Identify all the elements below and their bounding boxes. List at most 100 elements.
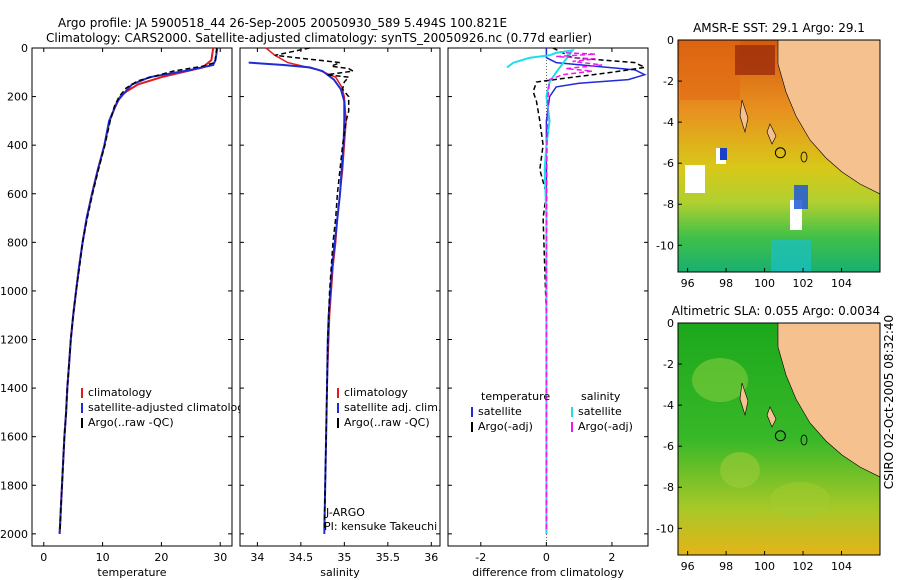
sla-island-2 bbox=[766, 406, 777, 428]
sla_map-lon-label: 104 bbox=[831, 560, 852, 573]
sla_map-lon-label: 102 bbox=[793, 560, 814, 573]
timestamp-stamp: CSIRO 02-Oct-2005 08:32:40 bbox=[882, 315, 896, 489]
salinity-legend-label: climatology bbox=[344, 386, 408, 399]
sla-island bbox=[739, 382, 749, 417]
difference-panel: -2 0 2 difference from climatology temperatu… bbox=[447, 47, 649, 579]
temperature-plot-frame bbox=[31, 47, 233, 547]
sla-island-3 bbox=[800, 434, 808, 446]
sst-map: 96 98 100 102 104 0 -2 -4 -6 -8 -10 AMSR-E SST: 29… bbox=[656, 21, 881, 290]
sla-title: Altimetric SLA: 0.055 Argo: 0.0034 bbox=[672, 304, 880, 318]
salinity-series-argo-raw-qc- bbox=[274, 47, 356, 530]
depth-tick-label: 400 bbox=[7, 139, 28, 152]
sla-axes: 96 98 100 102 104 0 -2 -4 -6 -8 -10 bbox=[656, 317, 852, 573]
sst-island-2 bbox=[766, 123, 777, 145]
header-line-1: Argo profile: JA 5900518_44 26-Sep-2005 … bbox=[58, 16, 507, 30]
sst-cool-patch-2 bbox=[771, 240, 811, 272]
sla_map-lon-label: 100 bbox=[754, 560, 775, 573]
depth-tick-label: 2000 bbox=[0, 528, 28, 541]
sla_map-lon-label: 98 bbox=[719, 560, 733, 573]
sst_map-lon-label: 102 bbox=[793, 277, 814, 290]
sla_map-lat-label: -8 bbox=[663, 481, 674, 494]
temperature-legend-label: satellite-adjusted climatology bbox=[88, 401, 251, 414]
depth-tick-label: 600 bbox=[7, 188, 28, 201]
sla-land bbox=[777, 323, 880, 478]
depth-tick-label: 1200 bbox=[0, 334, 28, 347]
temperature-x-tick-label: 20 bbox=[154, 551, 168, 564]
difference-x-tick-label: -2 bbox=[475, 551, 486, 564]
difference-x-axis-label: difference from climatology bbox=[472, 566, 624, 579]
sla_map-lon-label: 96 bbox=[681, 560, 695, 573]
sst_map-lat-label: -2 bbox=[663, 75, 674, 88]
temperature-x-tick-label: 30 bbox=[213, 551, 227, 564]
sst_map-lon-label: 100 bbox=[754, 277, 775, 290]
sst-cold-pixel bbox=[720, 148, 727, 160]
salinity-legend-label: Argo(..raw -QC) bbox=[344, 416, 430, 429]
depth-tick-label: 1600 bbox=[0, 431, 28, 444]
temperature-x-tick-label: 10 bbox=[96, 551, 110, 564]
temperature-x-axis-label: temperature bbox=[97, 566, 166, 579]
sst_map-lon-label: 96 bbox=[681, 277, 695, 290]
sst_map-lat-label: -10 bbox=[656, 239, 674, 252]
sst_map-lat-label: 0 bbox=[667, 34, 674, 47]
salinity-panel: 34 34.5 35 35.5 36 salinity climatology satelli… bbox=[239, 47, 441, 579]
sst-gap bbox=[685, 165, 705, 193]
header-line-2: Climatology: CARS2000. Satellite-adjuste… bbox=[46, 31, 592, 45]
sst-cool-patch bbox=[794, 185, 808, 209]
sst_map-argo-location-marker bbox=[774, 147, 786, 159]
sst-hot-patch bbox=[735, 45, 775, 75]
difference-legend-label: satellite bbox=[578, 405, 622, 418]
sst-island-3 bbox=[800, 151, 808, 163]
difference-legend-title-salinity: salinity bbox=[581, 390, 621, 403]
sla-map: 96 98 100 102 104 0 -2 -4 -6 -8 -10 Altimetric SLA… bbox=[656, 304, 881, 573]
sla_map-lat-label: -4 bbox=[663, 399, 674, 412]
sla-blob-3 bbox=[770, 482, 830, 518]
sst-field bbox=[678, 40, 880, 272]
salinity-legend-label: satellite adj. clim. bbox=[344, 401, 441, 414]
depth-tick-label: 1800 bbox=[0, 479, 28, 492]
temperature-legend-label: climatology bbox=[88, 386, 152, 399]
sla_map-lat-label: -10 bbox=[656, 522, 674, 535]
sst_map-lat-label: -4 bbox=[663, 116, 674, 129]
difference-legend-label: satellite bbox=[478, 405, 522, 418]
sst-title: AMSR-E SST: 29.1 Argo: 29.1 bbox=[693, 21, 865, 35]
difference-series-temperature-satellite bbox=[545, 48, 647, 534]
sst_map-lat-label: -6 bbox=[663, 157, 674, 170]
temperature-panel: 0 10 20 30 temperature 0 200 400 600 800 1000 1200 1… bbox=[0, 42, 251, 579]
salinity-x-tick-label: 36 bbox=[424, 551, 438, 564]
sst_map-lon-label: 104 bbox=[831, 277, 852, 290]
difference-legend-title-temperature: temperature bbox=[481, 390, 550, 403]
temperature-legend-label: Argo(..raw -QC) bbox=[88, 416, 174, 429]
salinity-x-tick-label: 35 bbox=[337, 551, 351, 564]
salinity-x-tick-label: 34 bbox=[250, 551, 264, 564]
sla_map-lat-label: -2 bbox=[663, 358, 674, 371]
temperature-series-argo-raw-qc- bbox=[59, 47, 218, 530]
pi-label: PI: kensuke Takeuchi bbox=[324, 520, 437, 533]
sst-warm-patch bbox=[680, 40, 740, 100]
sla-frame bbox=[677, 322, 881, 556]
sst-island bbox=[739, 99, 749, 134]
depth-tick-label: 200 bbox=[7, 91, 28, 104]
float-program-label: J-ARGO bbox=[325, 506, 365, 519]
depth-tick-label: 1000 bbox=[0, 285, 28, 298]
difference-x-tick-label: 2 bbox=[608, 551, 615, 564]
depth-tick-label: 0 bbox=[21, 42, 28, 55]
difference-series-salinity-argo-adj- bbox=[545, 52, 603, 529]
sst_map-lat-label: -8 bbox=[663, 198, 674, 211]
temperature-x-tick-label: 0 bbox=[40, 551, 47, 564]
sst-axes: 96 98 100 102 104 0 -2 -4 -6 -8 -10 bbox=[656, 34, 852, 290]
sst-land bbox=[777, 40, 880, 195]
salinity-x-tick-label: 34.5 bbox=[289, 551, 314, 564]
sst-frame bbox=[677, 39, 881, 273]
sla_map-lat-label: -6 bbox=[663, 440, 674, 453]
sla-blob bbox=[692, 358, 748, 402]
salinity-x-axis-label: salinity bbox=[320, 566, 360, 579]
depth-tick-label: 1400 bbox=[0, 382, 28, 395]
salinity-x-tick-label: 35.5 bbox=[376, 551, 401, 564]
sla_map-argo-location-marker bbox=[774, 430, 786, 442]
difference-x-tick-label: 0 bbox=[543, 551, 550, 564]
difference-plot-frame bbox=[447, 47, 649, 547]
salinity-plot-frame bbox=[239, 47, 441, 547]
sla-field bbox=[678, 323, 880, 555]
sst_map-lon-label: 98 bbox=[719, 277, 733, 290]
